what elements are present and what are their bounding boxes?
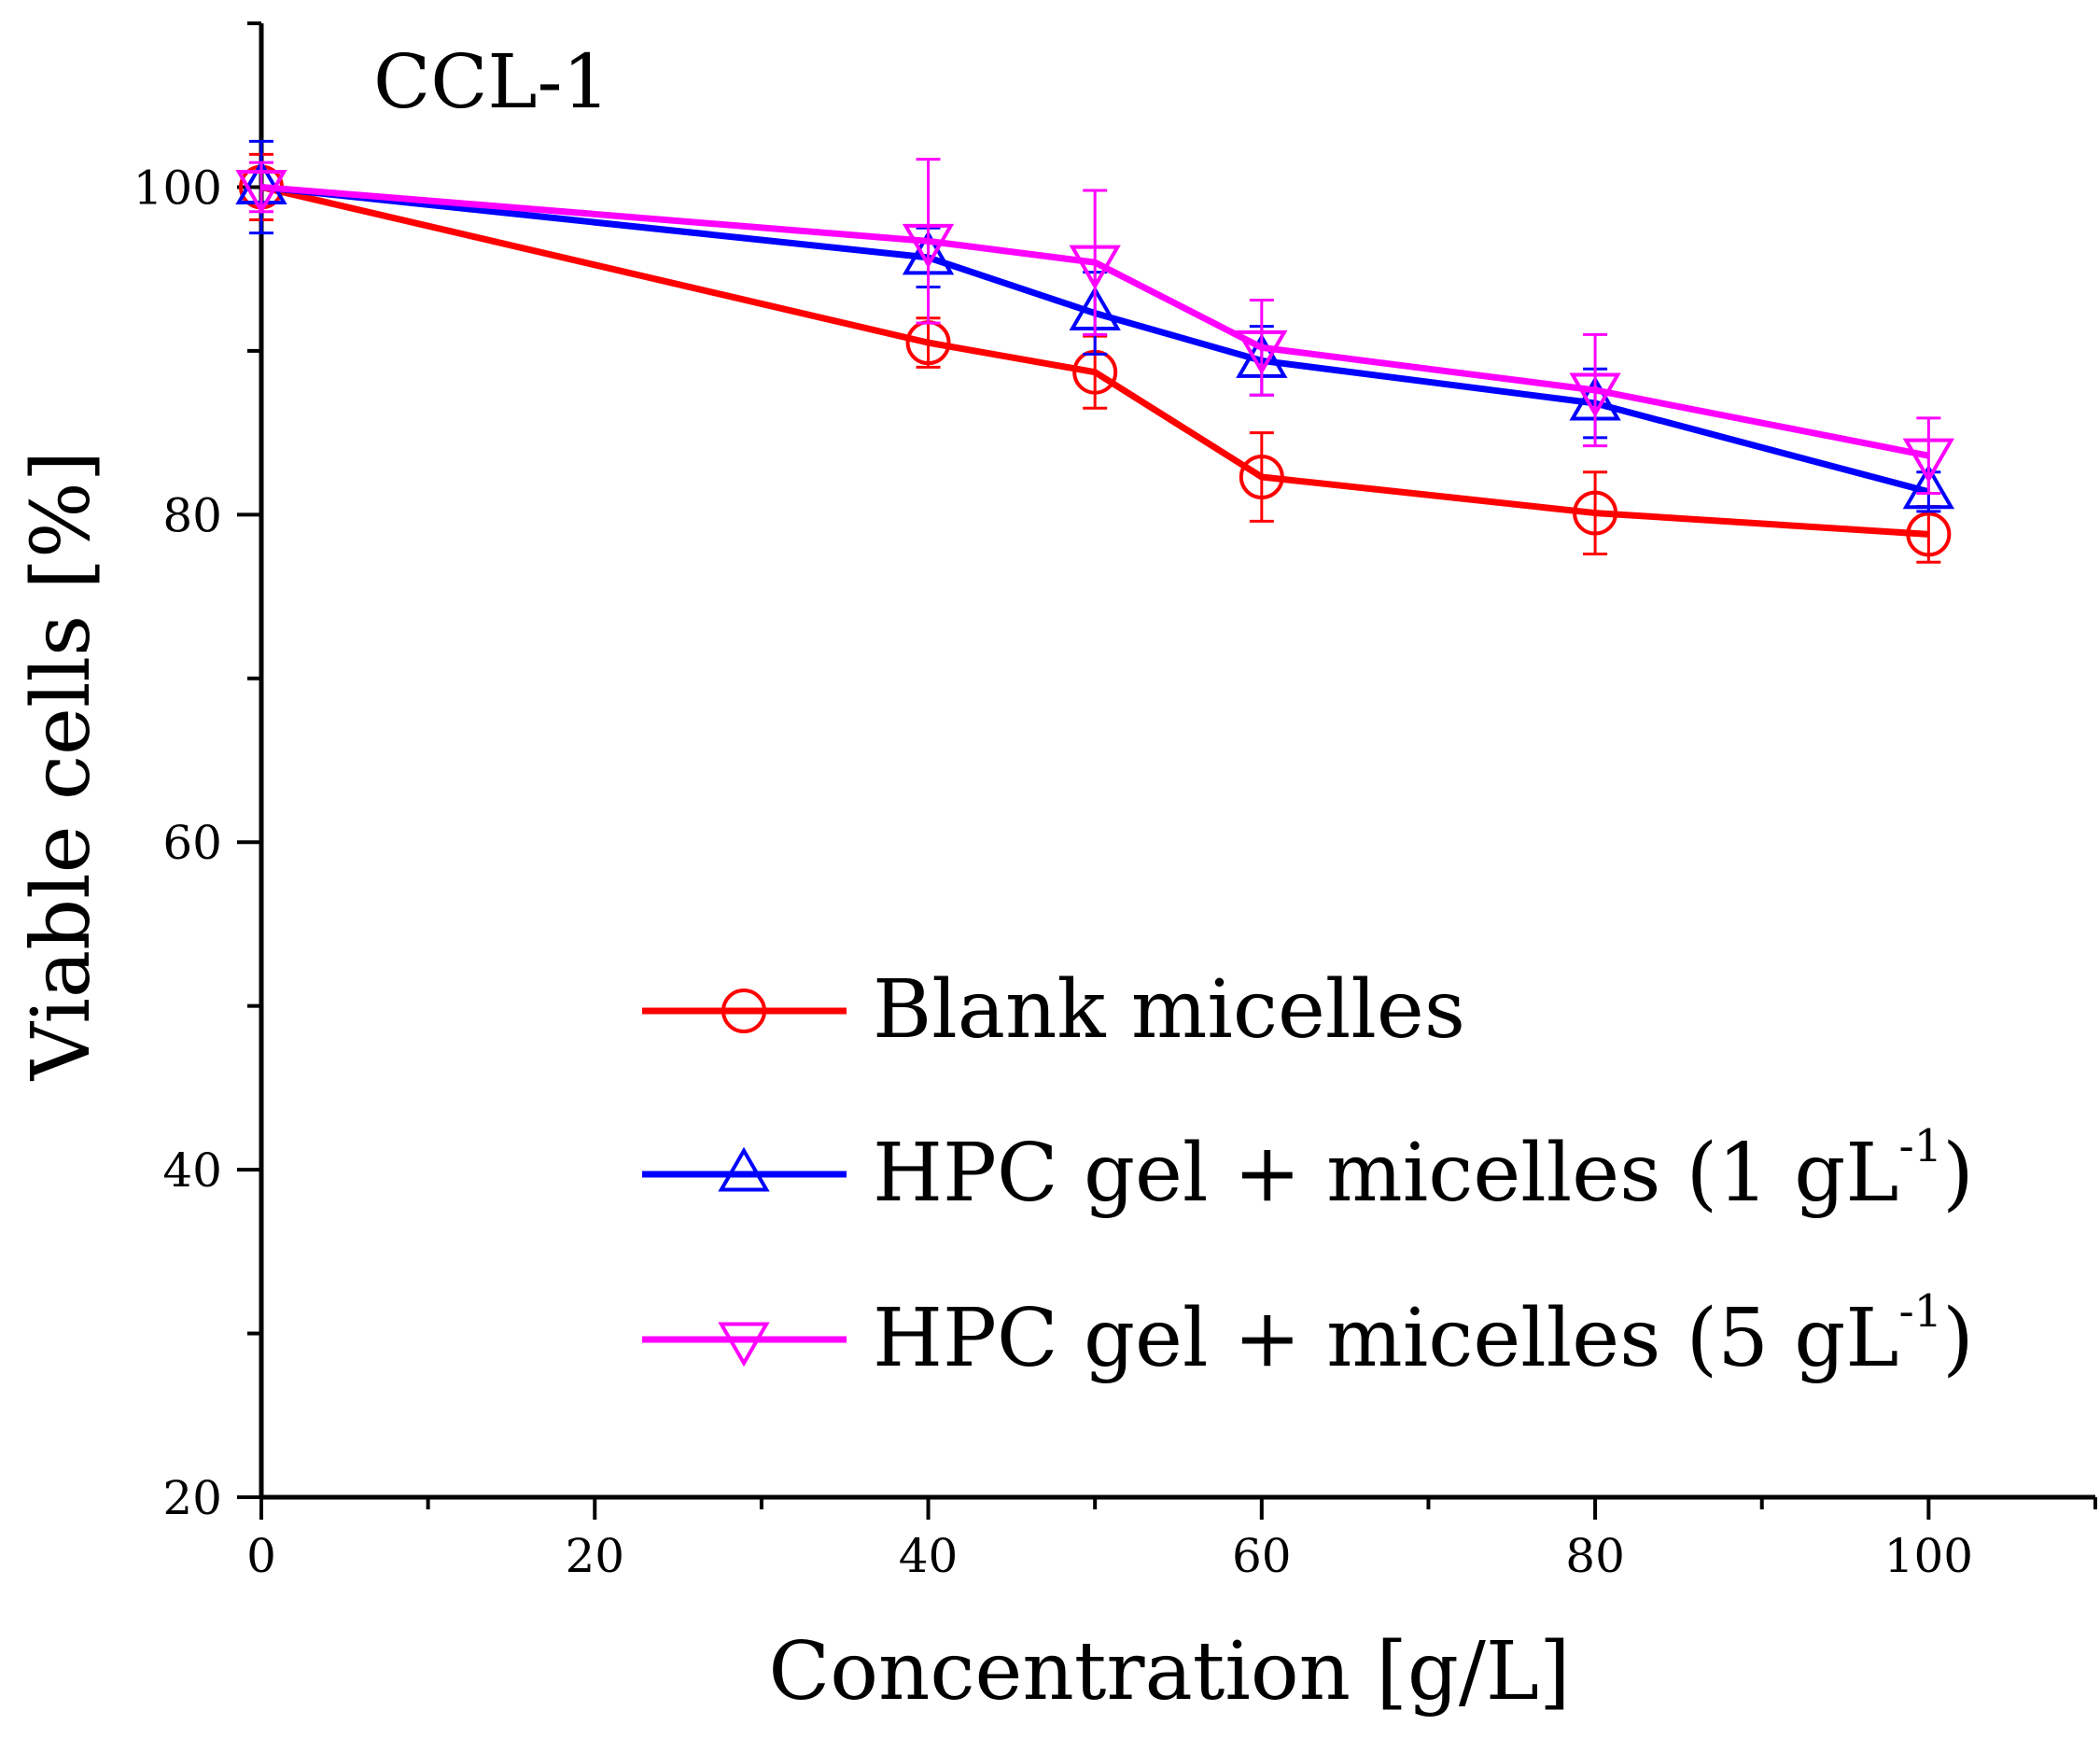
data-point: [1573, 490, 1618, 536]
x-tick-label: 100: [1884, 1529, 1973, 1583]
legend-marker: [721, 989, 766, 1033]
data-point: [1569, 372, 1621, 418]
data-point: [1236, 330, 1288, 375]
legend-label: HPC gel + micelles (1 gL-1): [873, 1120, 1974, 1220]
data-point: [902, 223, 955, 269]
legend-item-2: HPC gel + micelles (1 gL-1): [642, 1120, 1974, 1220]
legend-superscript: -1: [1898, 1120, 1942, 1172]
series-line: [260, 183, 1930, 459]
legend: Blank micelles HPC gel + micelles (1 gL-1…: [642, 963, 1974, 1385]
legend-label: Blank micelles: [873, 963, 1465, 1057]
data-point: [1902, 438, 1955, 484]
series-layer: [235, 139, 1955, 564]
legend-marker: [718, 1146, 770, 1192]
axes: 0 20 40 60 80 100 20 40 60 80 100: [133, 21, 2097, 1583]
y-tick-label: 100: [133, 161, 222, 215]
y-tick-label: 40: [162, 1143, 222, 1198]
y-tick-label: 20: [162, 1471, 222, 1525]
panel-label: CCL-1: [373, 38, 609, 125]
legend-item-1: Blank micelles: [642, 963, 1465, 1057]
x-tick-label: 0: [246, 1529, 276, 1583]
data-point: [1902, 464, 1955, 510]
x-tick-label: 80: [1565, 1529, 1625, 1583]
legend-suffix: ): [1942, 1292, 1974, 1385]
legend-suffix: ): [1942, 1127, 1974, 1220]
data-point: [235, 169, 287, 215]
series-line: [260, 184, 1929, 538]
data-point: [1906, 512, 1952, 557]
series-3: [235, 158, 1955, 496]
y-axis-title: Viable cells [%]: [15, 451, 108, 1082]
legend-item-3: HPC gel + micelles (5 gL-1): [642, 1285, 1974, 1385]
x-tick-label: 60: [1232, 1529, 1292, 1583]
legend-label: HPC gel + micelles (5 gL-1): [873, 1285, 1974, 1385]
legend-marker: [718, 1322, 770, 1367]
data-point: [1239, 454, 1284, 499]
series-line: [260, 183, 1930, 496]
y-tick-label: 80: [162, 488, 222, 542]
x-tick-label: 40: [899, 1529, 959, 1583]
x-axis-title: Concentration [g/L]: [768, 1625, 1570, 1718]
legend-superscript: -1: [1898, 1285, 1942, 1338]
data-point: [1069, 245, 1121, 290]
x-tick-label: 20: [565, 1529, 624, 1583]
y-tick-label: 60: [162, 816, 222, 870]
